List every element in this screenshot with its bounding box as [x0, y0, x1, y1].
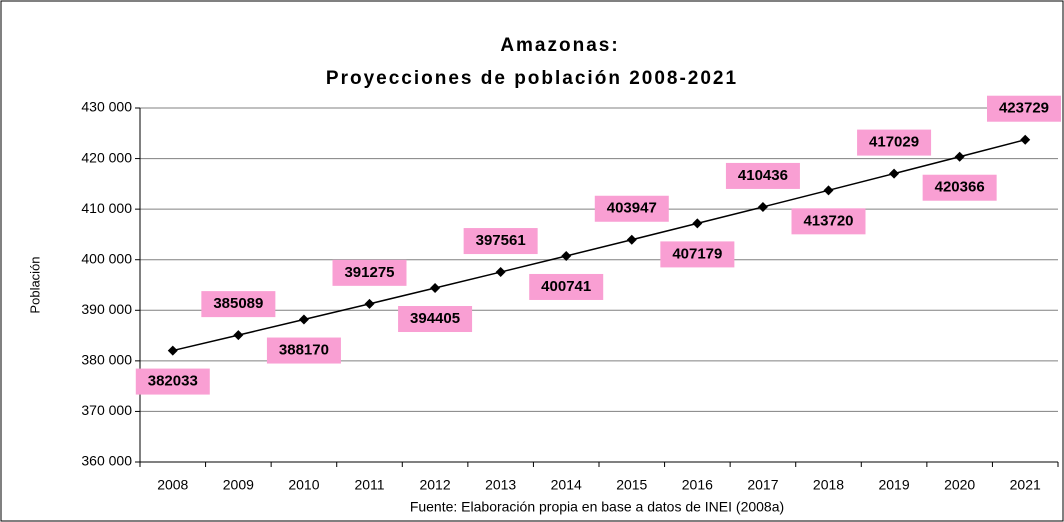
- marker: [561, 250, 572, 261]
- data-label-box: [922, 174, 997, 201]
- marker: [364, 298, 375, 309]
- data-label-box: [332, 259, 407, 286]
- x-tick-label: 2014: [551, 477, 582, 493]
- data-label: 400741: [541, 278, 591, 295]
- data-label: 403947: [607, 200, 657, 217]
- y-tick-label: 390 000: [81, 301, 132, 317]
- data-label: 423729: [999, 100, 1049, 117]
- x-tick-label: 2010: [288, 477, 319, 493]
- data-label-box: [266, 337, 341, 364]
- marker: [1020, 134, 1031, 145]
- x-tick-label: 2015: [616, 477, 647, 493]
- x-tick-label: 2016: [682, 477, 713, 493]
- marker: [233, 330, 244, 341]
- x-tick-label: 2013: [485, 477, 516, 493]
- data-label: 391275: [344, 264, 394, 281]
- x-tick-label: 2008: [157, 477, 188, 493]
- data-label-box: [857, 129, 932, 156]
- x-tick-label: 2017: [747, 477, 778, 493]
- data-label: 394405: [410, 310, 460, 327]
- data-label: 417029: [869, 134, 919, 151]
- y-tick-label: 420 000: [81, 149, 132, 165]
- line: [172, 138, 1026, 352]
- x-axis-label: Fuente: Elaboración propia en base a dat…: [410, 499, 784, 515]
- data-label-box: [398, 306, 473, 333]
- data-label-box: [725, 162, 800, 189]
- marker: [430, 283, 441, 294]
- data-label-box: [529, 273, 604, 300]
- marker: [889, 168, 900, 179]
- chart-title: Amazonas:: [500, 35, 619, 56]
- x-tick-label: 2012: [419, 477, 450, 493]
- marker: [495, 267, 506, 278]
- y-tick-label: 400 000: [81, 250, 132, 266]
- y-tick-label: 360 000: [81, 453, 132, 469]
- data-label-box: [791, 208, 866, 235]
- marker: [823, 185, 834, 196]
- marker: [954, 151, 965, 162]
- marker: [626, 234, 637, 245]
- data-label-box: [594, 195, 669, 222]
- x-tick-label: 2011: [354, 477, 384, 493]
- data-label: 410436: [738, 167, 788, 184]
- data-label: 382033: [148, 373, 198, 390]
- x-tick-label: 2019: [878, 477, 909, 493]
- y-axis-label: Población: [27, 256, 42, 313]
- x-tick-label: 2021: [1010, 477, 1041, 493]
- data-label-box: [987, 95, 1061, 122]
- y-tick-label: 430 000: [81, 99, 132, 115]
- y-tick-label: 370 000: [81, 402, 132, 418]
- chart-subtitle: Proyecciones de población 2008-2021: [326, 68, 738, 89]
- data-label: 413720: [803, 212, 853, 229]
- x-tick-label: 2018: [813, 477, 844, 493]
- data-label-box: [660, 241, 735, 268]
- x-tick-label: 2020: [944, 477, 975, 493]
- data-label-box: [201, 291, 276, 318]
- y-tick-label: 410 000: [81, 200, 132, 216]
- data-label-box: [463, 228, 538, 255]
- data-label: 420366: [935, 179, 985, 196]
- data-label: 397561: [476, 232, 526, 249]
- data-label-box: [135, 368, 210, 395]
- x-tick-label: 2009: [223, 477, 254, 493]
- marker: [298, 314, 309, 325]
- data-label: 385089: [213, 295, 263, 312]
- y-tick-label: 380 000: [81, 352, 132, 368]
- data-label: 407179: [672, 245, 722, 262]
- data-label: 388170: [279, 342, 329, 359]
- marker: [757, 201, 768, 212]
- marker: [167, 345, 178, 356]
- marker: [692, 218, 703, 229]
